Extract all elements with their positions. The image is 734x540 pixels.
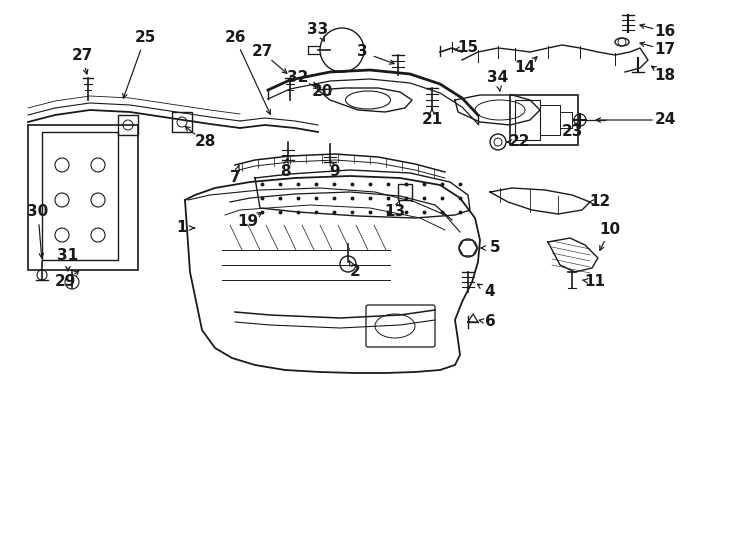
- Bar: [510, 95, 578, 145]
- Text: 33: 33: [308, 23, 329, 37]
- Bar: [118, 115, 138, 135]
- Text: 28: 28: [195, 134, 216, 150]
- Text: 22: 22: [509, 134, 531, 150]
- Text: 5: 5: [490, 240, 501, 255]
- Text: 11: 11: [584, 274, 606, 289]
- Text: 19: 19: [237, 214, 258, 230]
- Bar: [398, 184, 412, 200]
- Bar: [28, 125, 138, 270]
- Text: 8: 8: [280, 165, 291, 179]
- Text: 13: 13: [385, 205, 406, 219]
- Text: 32: 32: [287, 71, 309, 85]
- Text: 2: 2: [349, 265, 360, 280]
- Text: 30: 30: [27, 205, 48, 219]
- Text: 31: 31: [57, 247, 79, 262]
- Text: 9: 9: [330, 165, 341, 179]
- Text: 16: 16: [655, 24, 675, 39]
- Text: 27: 27: [251, 44, 273, 59]
- Text: 4: 4: [484, 285, 495, 300]
- Text: 14: 14: [515, 60, 536, 76]
- Text: 10: 10: [600, 222, 620, 238]
- Bar: [172, 112, 192, 132]
- Text: 12: 12: [589, 194, 611, 210]
- Text: 25: 25: [134, 30, 156, 45]
- Text: 21: 21: [421, 112, 443, 127]
- Text: 18: 18: [655, 68, 675, 83]
- Text: 7: 7: [230, 171, 240, 186]
- Text: 23: 23: [562, 125, 583, 139]
- Text: 1: 1: [177, 220, 187, 235]
- Text: 29: 29: [54, 274, 76, 289]
- Text: 17: 17: [655, 43, 675, 57]
- Text: 34: 34: [487, 71, 509, 85]
- Text: 15: 15: [457, 40, 479, 56]
- Text: 27: 27: [71, 49, 92, 64]
- Text: 3: 3: [357, 44, 367, 59]
- Text: 20: 20: [311, 84, 333, 99]
- Text: 24: 24: [654, 112, 676, 127]
- Text: 6: 6: [484, 314, 495, 329]
- Text: 26: 26: [225, 30, 246, 45]
